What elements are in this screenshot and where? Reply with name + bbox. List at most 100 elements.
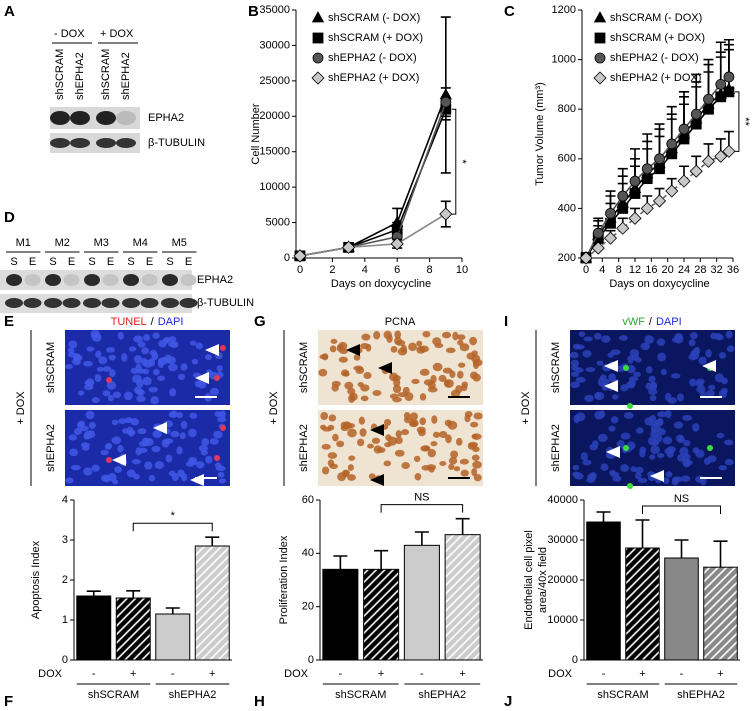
nucleus — [153, 368, 160, 376]
nucleus — [90, 329, 100, 339]
nucleus — [466, 352, 476, 360]
point — [690, 118, 702, 130]
nucleus — [597, 377, 605, 387]
lane-label: shSCRAM — [54, 49, 66, 100]
nucleus — [347, 474, 356, 481]
x-axis-title: DOX — [38, 668, 63, 680]
lane-label: E — [146, 256, 153, 268]
point — [616, 221, 630, 235]
nucleus — [180, 420, 188, 430]
nucleus — [104, 444, 112, 450]
nucleus — [695, 380, 704, 387]
nucleus — [102, 366, 112, 372]
x-tick-label: + — [209, 668, 215, 680]
nucleus — [170, 410, 178, 418]
nucleus — [360, 395, 369, 402]
nucleus — [176, 446, 183, 455]
mouse-label: M2 — [55, 237, 70, 249]
nucleus — [95, 350, 102, 359]
nucleus — [404, 392, 414, 402]
nucleus — [353, 365, 364, 371]
lane-label: shEPHA2 — [120, 52, 132, 100]
group-label: shSCRAM — [597, 689, 648, 701]
arrowhead — [702, 360, 716, 372]
nucleus — [343, 371, 350, 377]
nucleus — [394, 330, 402, 339]
nucleus — [114, 466, 122, 474]
point — [689, 164, 703, 178]
nucleus — [361, 333, 371, 341]
legend-label: shSCRAM (+ DOX) — [610, 32, 705, 44]
legend-label: shSCRAM (- DOX) — [610, 12, 702, 24]
nucleus — [469, 421, 479, 428]
x-tick-label: 16 — [645, 264, 657, 276]
nucleus — [148, 386, 159, 393]
lane-label: E — [107, 256, 114, 268]
nucleus — [725, 330, 733, 339]
nucleus — [662, 477, 670, 485]
nucleus — [102, 390, 111, 397]
nucleus — [439, 460, 447, 466]
nucleus — [105, 347, 115, 353]
point — [654, 153, 665, 165]
stain-label: vWF — [622, 316, 645, 328]
nucleus — [608, 425, 616, 432]
nucleus — [390, 346, 398, 353]
nucleus — [368, 473, 376, 480]
nucleus — [457, 362, 466, 368]
nucleus — [448, 463, 455, 470]
lane-label: shEPHA2 — [74, 52, 86, 100]
band-label: EPHA2 — [197, 274, 233, 286]
nucleus — [421, 465, 431, 471]
blot-band — [44, 298, 62, 308]
nucleus — [610, 416, 619, 424]
y-tick-label: 40000 — [547, 494, 578, 506]
band-label: EPHA2 — [148, 112, 184, 124]
group-label: shEPHA2 — [677, 689, 725, 701]
nucleus — [77, 390, 85, 396]
point — [605, 207, 616, 219]
point — [666, 148, 678, 160]
nucleus — [128, 346, 137, 352]
x-tick-label: 20 — [662, 264, 674, 276]
nucleus — [68, 434, 78, 441]
nucleus — [718, 465, 728, 471]
nucleus — [86, 430, 96, 439]
blot-band — [96, 138, 116, 148]
nucleus — [611, 394, 619, 400]
nucleus — [467, 443, 477, 450]
nucleus — [649, 381, 658, 389]
nucleus — [460, 469, 469, 477]
legend-label: shEPHA2 (+ DOX) — [610, 72, 701, 84]
x-tick-label: - — [680, 668, 684, 680]
blot — [50, 107, 140, 129]
y-tick-label: 0 — [62, 654, 68, 666]
x-tick-label: 32 — [711, 264, 723, 276]
nucleus — [427, 448, 436, 458]
blot-band — [23, 298, 42, 308]
blot-band — [45, 274, 61, 286]
error-bar — [713, 540, 728, 568]
y-tick-label: 200 — [558, 252, 576, 264]
panel-letter: G — [254, 313, 266, 330]
error-bar — [666, 105, 677, 144]
nucleus — [148, 474, 156, 482]
x-axis-title: DOX — [548, 668, 573, 680]
blot-band — [63, 274, 80, 286]
error-bar — [674, 539, 689, 558]
nucleus — [178, 373, 186, 381]
nucleus — [394, 336, 402, 346]
stain-label: TUNEL — [111, 316, 147, 328]
nucleus — [464, 414, 471, 423]
nucleus — [73, 427, 82, 436]
nucleus — [448, 456, 458, 465]
nucleus — [650, 440, 660, 446]
x-tick-label: + — [639, 668, 645, 680]
nucleus — [205, 455, 213, 464]
nucleus — [395, 436, 403, 445]
error-bar — [715, 41, 726, 85]
point — [579, 251, 593, 265]
error-bar — [86, 590, 101, 596]
nucleus — [583, 336, 593, 342]
nucleus — [419, 368, 430, 376]
